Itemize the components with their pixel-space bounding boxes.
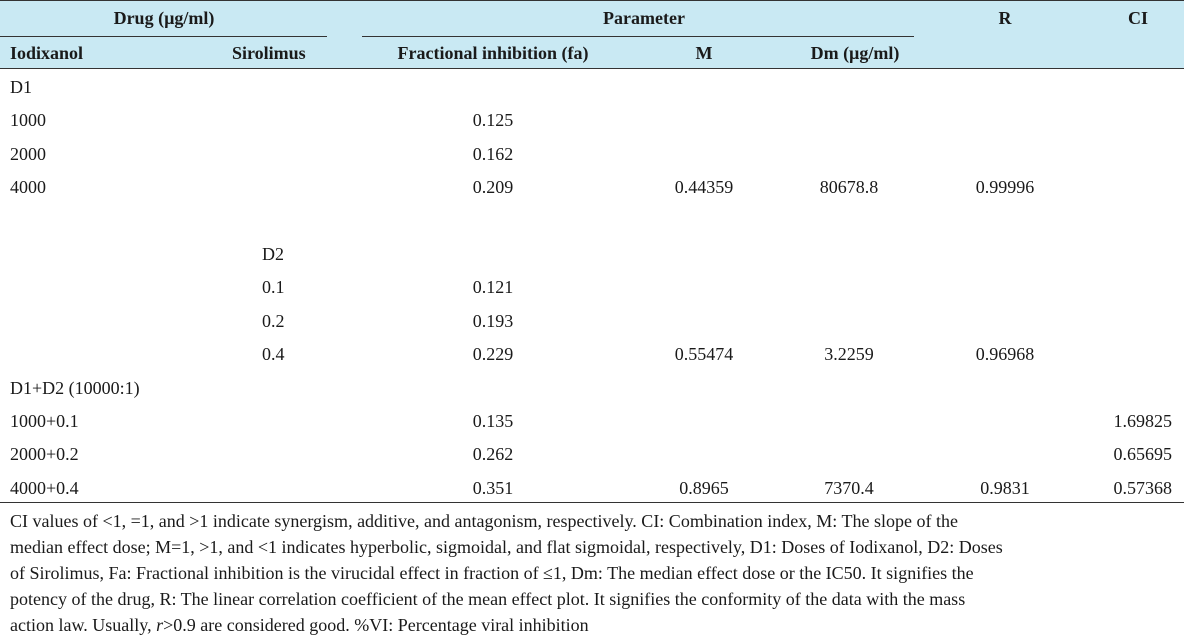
table-bottom-rule (0, 502, 1184, 503)
cell-iodixanol: D1 (10, 77, 32, 97)
cell-fa: 0.125 (472, 110, 514, 130)
data-table: Drug (µg/ml) Parameter R CI Iodixanol Si… (0, 0, 1184, 503)
header-iodixanol: Iodixanol (10, 43, 84, 63)
header-fa: Fractional inhibition (fa) (397, 43, 589, 63)
cell-m: 0.55474 (674, 344, 734, 364)
drug-group-rule (0, 36, 327, 37)
cell-iodixanol: 2000+0.2 (10, 444, 79, 464)
footnote-italic-r: r (156, 615, 164, 635)
cell-fa: 0.193 (472, 311, 514, 331)
footnote-line: action law. Usually, r>0.9 are considere… (10, 612, 1178, 638)
cell-fa: 0.229 (472, 344, 514, 364)
cell-iodixanol: 4000+0.4 (10, 478, 79, 498)
footnote-text: >0.9 are considered good. %VI: Percentag… (163, 615, 589, 635)
footnote-line: median effect dose; M=1, >1, and <1 indi… (10, 537, 1003, 557)
cell-r: 0.9831 (980, 478, 1030, 498)
cell-m: 0.8965 (679, 478, 729, 498)
cell-dm: 80678.8 (819, 177, 879, 197)
cell-dm: 7370.4 (824, 478, 874, 498)
header-bottom-rule (0, 68, 1184, 69)
cell-m: 0.44359 (674, 177, 734, 197)
cell-fa: 0.121 (472, 277, 514, 297)
cell-r: 0.96968 (975, 344, 1035, 364)
cell-ci: 1.69825 (1113, 411, 1173, 431)
table-top-rule (0, 0, 1184, 1)
cell-sirolimus: D2 (262, 244, 284, 264)
footnote-line: potency of the drug, R: The linear corre… (10, 589, 966, 609)
header-sirolimus: Sirolimus (232, 43, 306, 63)
footnote-line: CI values of <1, =1, and >1 indicate syn… (10, 511, 958, 531)
cell-iodixanol: 4000 (10, 177, 46, 197)
cell-r: 0.99996 (975, 177, 1035, 197)
cell-fa: 0.262 (472, 444, 514, 464)
cell-fa: 0.162 (472, 144, 514, 164)
cell-sirolimus: 0.4 (262, 344, 285, 364)
cell-ci: 0.57368 (1113, 478, 1173, 498)
cell-dm: 3.2259 (824, 344, 874, 364)
cell-sirolimus: 0.1 (262, 277, 285, 297)
header-dm: Dm (µg/ml) (810, 43, 900, 63)
parameter-group-rule (362, 36, 914, 37)
footnote: CI values of <1, =1, and >1 indicate syn… (10, 508, 1178, 638)
header-drug: Drug (µg/ml) (113, 8, 215, 28)
footnote-text: action law. Usually, (10, 615, 157, 635)
cell-iodixanol: D1+D2 (10000:1) (10, 378, 140, 398)
footnote-line: of Sirolimus, Fa: Fractional inhibition … (10, 563, 974, 583)
cell-fa: 0.351 (472, 478, 514, 498)
header-ci: CI (1127, 8, 1149, 28)
cell-iodixanol: 1000+0.1 (10, 411, 79, 431)
cell-fa: 0.135 (472, 411, 514, 431)
cell-sirolimus: 0.2 (262, 311, 285, 331)
cell-ci: 0.65695 (1113, 444, 1173, 464)
cell-iodixanol: 2000 (10, 144, 46, 164)
cell-fa: 0.209 (472, 177, 514, 197)
header-m: M (695, 43, 713, 63)
table-header (0, 0, 1184, 69)
cell-iodixanol: 1000 (10, 110, 46, 130)
header-parameter: Parameter (603, 8, 685, 28)
header-r: R (998, 8, 1012, 28)
